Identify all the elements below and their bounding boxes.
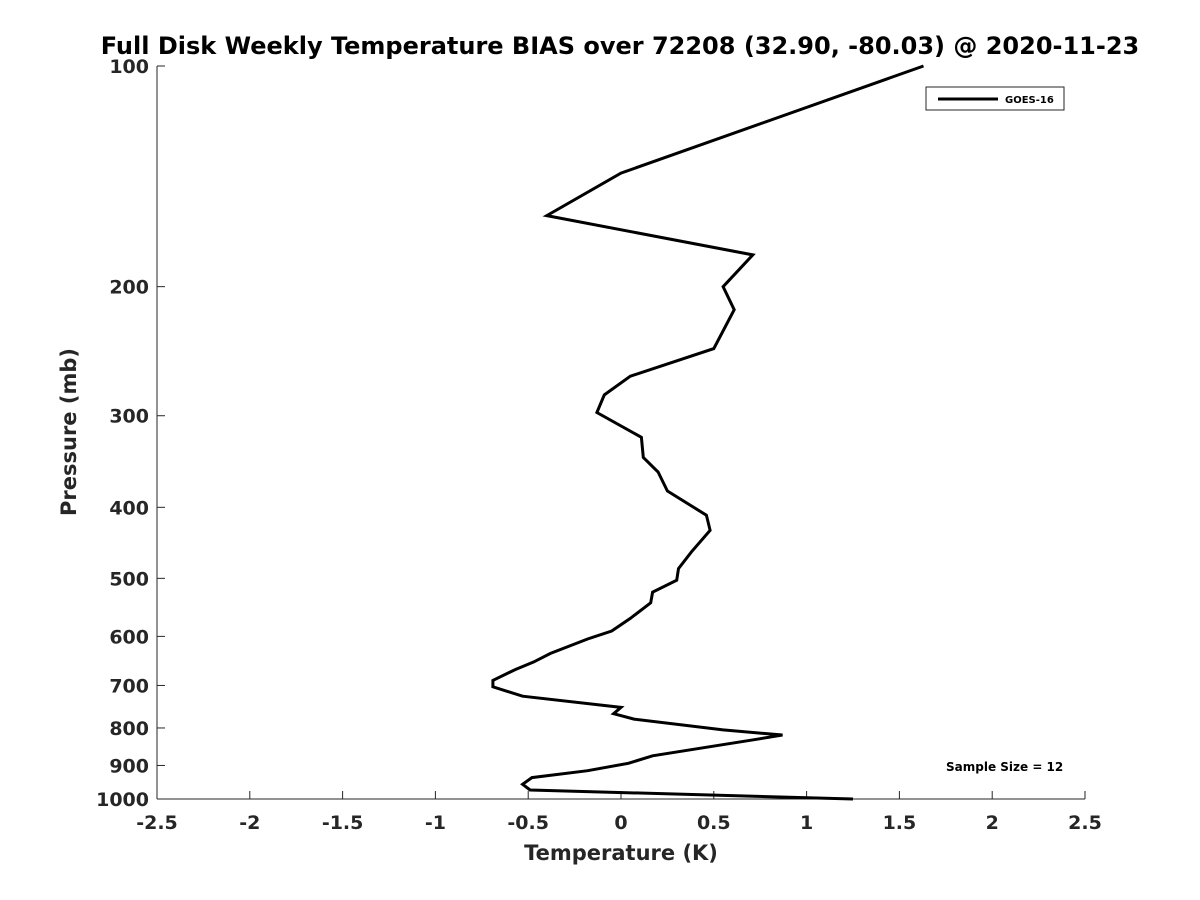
chart-title: Full Disk Weekly Temperature BIAS over 7… (101, 32, 1140, 60)
y-axis-label: Pressure (mb) (57, 348, 81, 516)
x-ticks: -2.5 -2 -1.5 -1 -0.5 0 0.5 1 1.5 2 2.5 (136, 791, 1102, 834)
x-tick-label: -0.5 (507, 812, 549, 834)
y-ticks: 100 200 300 400 500 600 700 800 900 1000 (96, 56, 165, 811)
x-tick-label: -1.5 (322, 812, 364, 834)
y-tick-label: 1000 (96, 789, 149, 811)
y-tick-label: 600 (109, 626, 149, 648)
x-tick-label: 0 (614, 812, 627, 834)
y-tick-label: 500 (109, 568, 149, 590)
x-tick-label: -2 (239, 812, 260, 834)
sample-size-annotation: Sample Size = 12 (946, 760, 1063, 774)
x-tick-label: 1 (800, 812, 813, 834)
y-tick-label: 800 (109, 718, 149, 740)
legend: GOES-16 (925, 86, 1065, 111)
series-line-0 (491, 64, 925, 801)
series-layer (491, 64, 925, 801)
y-tick-label: 200 (109, 277, 149, 299)
x-tick-label: 0.5 (697, 812, 731, 834)
plot-area: -2.5 -2 -1.5 -1 -0.5 0 0.5 1 1.5 2 2.5 100 200 300 40… (96, 56, 1102, 834)
x-tick-label: -2.5 (136, 812, 178, 834)
y-tick-label: 100 (109, 56, 149, 78)
legend-label: GOES-16 (1005, 95, 1054, 106)
x-tick-label: 2 (986, 812, 999, 834)
y-tick-label: 700 (109, 675, 149, 697)
x-axis-label: Temperature (K) (524, 841, 718, 865)
y-tick-label: 400 (109, 497, 149, 519)
y-tick-label: 900 (109, 755, 149, 777)
y-tick-label: 300 (109, 406, 149, 428)
x-tick-label: 1.5 (883, 812, 917, 834)
x-tick-label: -1 (425, 812, 446, 834)
x-tick-label: 2.5 (1068, 812, 1102, 834)
